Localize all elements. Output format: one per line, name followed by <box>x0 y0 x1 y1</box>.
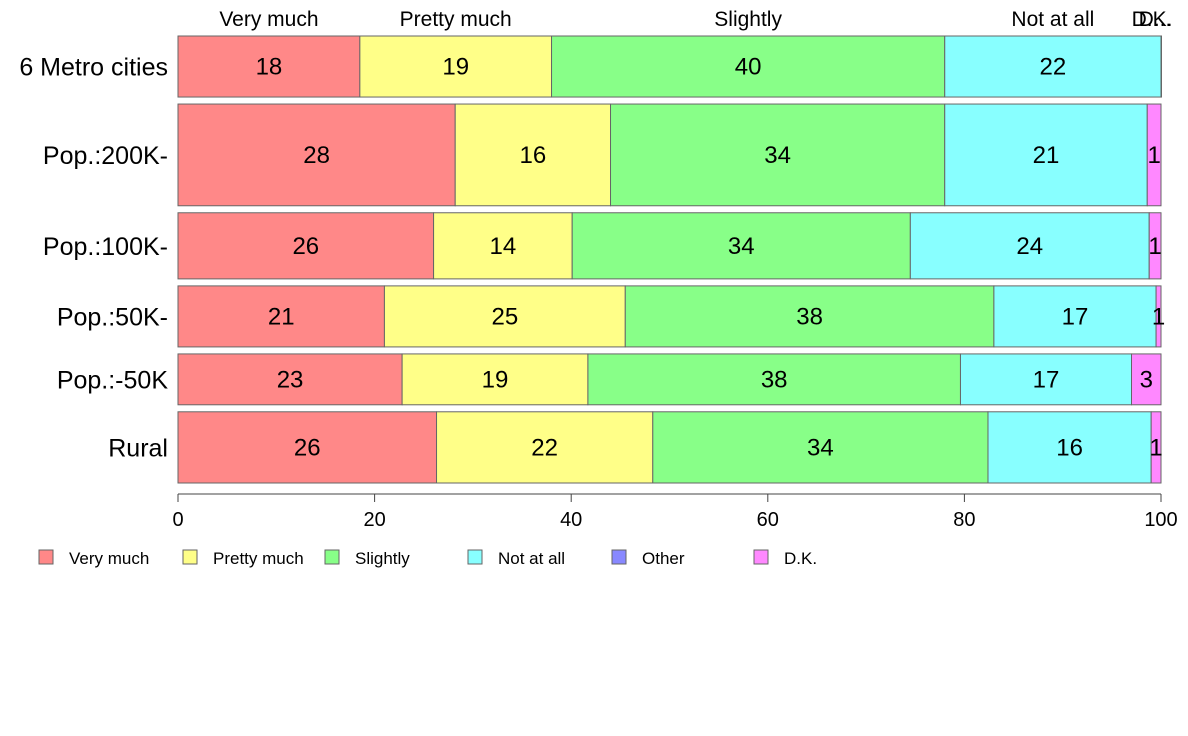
bar-segment-2-0 <box>177 212 435 280</box>
bar-segment-1-3 <box>944 103 1148 207</box>
data-label-0-0: 18 <box>256 54 283 81</box>
top-series-label-4: D... <box>1139 8 1172 31</box>
bar-segment-0-2 <box>551 35 946 98</box>
legend-label-2: Slightly <box>355 549 410 568</box>
data-label-1-1: 16 <box>520 142 547 169</box>
data-label-2-0: 26 <box>292 233 319 260</box>
top-series-label-3: Not at all <box>1011 8 1094 31</box>
bar-segment-1-0 <box>177 103 456 207</box>
bar-segment-4-2 <box>587 353 961 406</box>
bar-segment-5-0 <box>177 411 438 484</box>
bar-segment-2-3 <box>909 212 1150 280</box>
top-series-label-2: Slightly <box>714 8 782 31</box>
data-label-5-1: 22 <box>531 434 558 461</box>
data-label-3-0: 21 <box>268 303 295 330</box>
data-label-1-0: 28 <box>303 142 330 169</box>
bar-segment-1-2 <box>610 103 946 207</box>
data-label-4-2: 38 <box>761 366 788 393</box>
top-series-label-5: D.K. <box>1132 8 1173 31</box>
data-label-3-5: 1 <box>1152 303 1165 330</box>
top-series-label-0: Very much <box>219 8 318 31</box>
data-label-3-3: 17 <box>1062 303 1089 330</box>
data-label-2-1: 14 <box>490 233 517 260</box>
category-label-5: Rural <box>108 434 168 462</box>
data-label-5-0: 26 <box>294 434 321 461</box>
legend-swatch-3 <box>467 549 483 565</box>
data-label-5-3: 16 <box>1056 434 1083 461</box>
bar-segment-5-5 <box>1150 411 1162 484</box>
legend-label-5: D.K. <box>784 549 817 568</box>
top-series-label-1: Pretty much <box>400 8 512 31</box>
x-tick-label-5: 100 <box>1144 509 1177 531</box>
bar-segment-1-1 <box>454 103 612 207</box>
x-tick-label-0: 0 <box>172 509 183 531</box>
bar-segment-3-5 <box>1155 285 1162 348</box>
bar-segment-0-0 <box>177 35 361 98</box>
x-tick-label-1: 20 <box>363 509 385 531</box>
x-tick-label-2: 40 <box>560 509 582 531</box>
data-label-0-1: 19 <box>442 54 469 81</box>
data-label-1-2: 34 <box>764 142 791 169</box>
data-label-4-3: 17 <box>1033 366 1060 393</box>
bar-segment-5-3 <box>987 411 1152 484</box>
data-label-2-2: 34 <box>728 233 755 260</box>
legend-label-3: Not at all <box>498 549 565 568</box>
x-tick-label-4: 80 <box>953 509 975 531</box>
category-label-4: Pop.:-50K <box>57 366 169 394</box>
bar-segment-3-1 <box>383 285 626 348</box>
bar-segment-3-3 <box>993 285 1157 348</box>
data-label-4-1: 19 <box>482 366 509 393</box>
legend-swatch-0 <box>38 549 54 565</box>
data-label-4-0: 23 <box>277 366 304 393</box>
bar-segment-0-1 <box>359 35 553 98</box>
bar-segment-2-2 <box>571 212 911 280</box>
data-label-5-2: 34 <box>807 434 834 461</box>
legend-label-0: Very much <box>69 549 149 568</box>
legend-swatch-1 <box>182 549 198 565</box>
x-tick-label-3: 60 <box>757 509 779 531</box>
data-label-1-3: 21 <box>1033 142 1060 169</box>
category-label-3: Pop.:50K- <box>57 303 168 331</box>
bar-segment-4-5 <box>1131 353 1162 406</box>
bar-segment-3-2 <box>624 285 995 348</box>
legend-label-4: Other <box>642 549 685 568</box>
category-label-1: Pop.:200K- <box>43 142 168 170</box>
legend-swatch-5 <box>753 549 769 565</box>
data-label-2-3: 24 <box>1016 233 1043 260</box>
data-label-5-5: 1 <box>1149 434 1162 461</box>
data-label-2-5: 1 <box>1148 233 1161 260</box>
data-label-0-2: 40 <box>735 54 762 81</box>
legend-swatch-4 <box>611 549 627 565</box>
data-label-1-5: 1 <box>1147 142 1160 169</box>
category-label-2: Pop.:100K- <box>43 233 168 261</box>
legend-label-1: Pretty much <box>213 549 304 568</box>
bar-segment-2-1 <box>433 212 573 280</box>
data-label-3-1: 25 <box>491 303 518 330</box>
data-label-3-2: 38 <box>796 303 823 330</box>
bar-segment-1-5 <box>1146 103 1162 207</box>
bar-segment-4-0 <box>177 353 403 406</box>
data-label-4-5: 3 <box>1140 366 1153 393</box>
category-label-0: 6 Metro cities <box>19 54 168 82</box>
bar-segment-2-5 <box>1148 212 1162 280</box>
bar-segment-0-3 <box>944 35 1162 98</box>
bar-segment-5-1 <box>436 411 654 484</box>
legend-swatch-2 <box>324 549 340 565</box>
data-label-0-3: 22 <box>1040 54 1067 81</box>
bar-segment-4-3 <box>959 353 1133 406</box>
